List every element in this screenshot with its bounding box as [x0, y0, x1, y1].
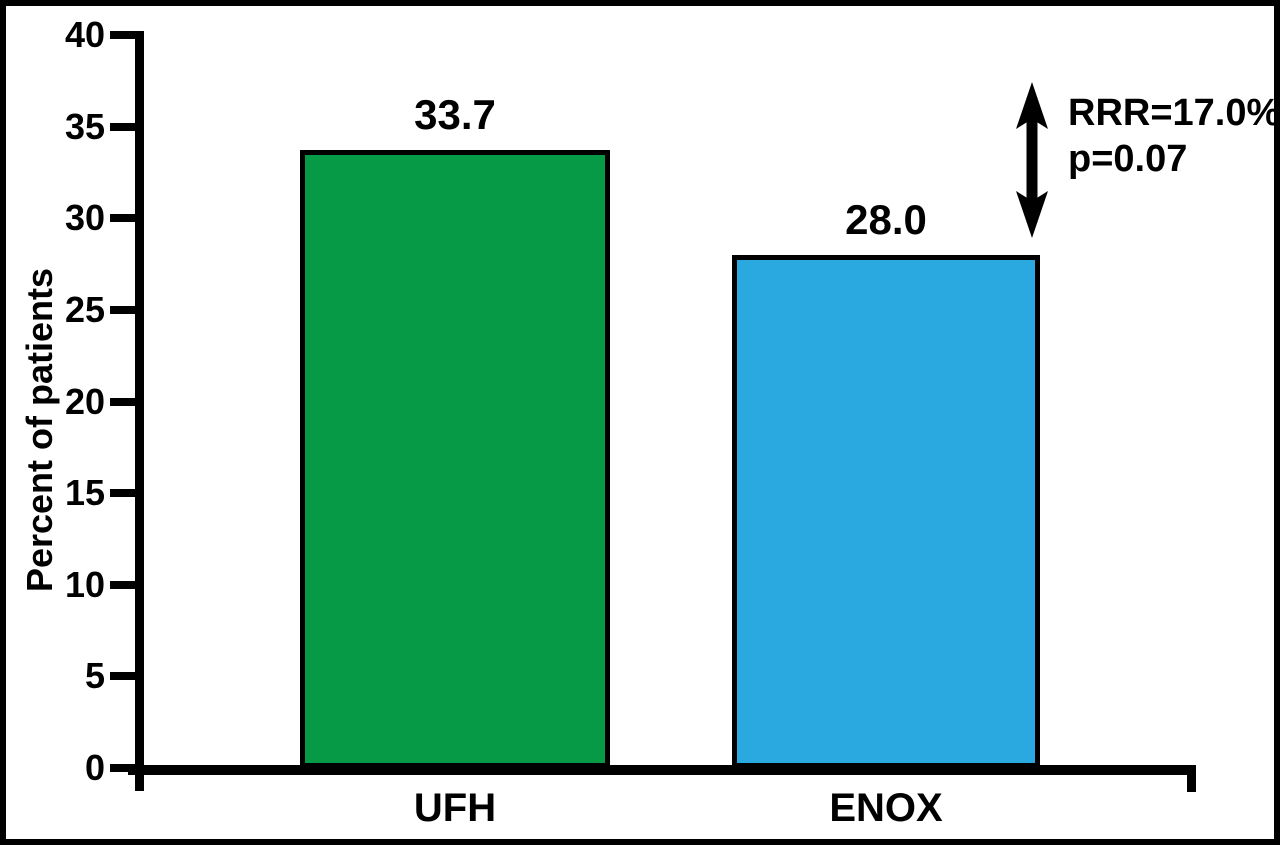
y-tick-mark	[110, 305, 138, 314]
y-tick-mark	[110, 214, 138, 223]
y-tick-mark	[110, 122, 138, 131]
y-tick-mark	[110, 764, 138, 772]
x-category-label-enox: ENOX	[829, 786, 943, 830]
x-axis-end-tick	[1187, 765, 1196, 792]
y-tick-mark	[110, 672, 138, 681]
y-tick-label: 0	[84, 747, 105, 788]
y-tick-mark	[110, 489, 138, 498]
bar-value-label: 28.0	[845, 195, 927, 243]
x-axis-line	[128, 765, 1196, 775]
y-tick-label: 10	[64, 563, 105, 605]
bar-group-ufh: 33.7	[300, 93, 610, 768]
y-tick-label: 25	[64, 288, 105, 330]
annotation-line-pvalue: p=0.07	[1068, 138, 1188, 180]
y-tick-label: 5	[84, 655, 105, 697]
y-tick-mark	[110, 397, 138, 406]
bar-group-enox: 28.0	[732, 195, 1040, 768]
bar	[732, 254, 1040, 768]
bar	[300, 150, 610, 768]
y-tick-mark	[110, 31, 138, 39]
y-tick-label: 30	[64, 197, 105, 239]
y-tick-label: 40	[64, 14, 105, 55]
x-category-label-ufh: UFH	[413, 786, 497, 830]
bar-value-label: 33.7	[414, 91, 496, 139]
double-arrow-icon	[1016, 82, 1048, 238]
annotation-line-rrr: RRR=17.0%	[1068, 92, 1280, 134]
annotation-text: RRR=17.0% p=0.07	[1068, 90, 1280, 182]
y-tick-label: 20	[64, 380, 105, 422]
y-tick-label: 15	[64, 472, 105, 514]
y-axis-line	[135, 31, 144, 791]
y-tick-label: 35	[64, 105, 105, 147]
y-tick-mark	[110, 580, 138, 589]
